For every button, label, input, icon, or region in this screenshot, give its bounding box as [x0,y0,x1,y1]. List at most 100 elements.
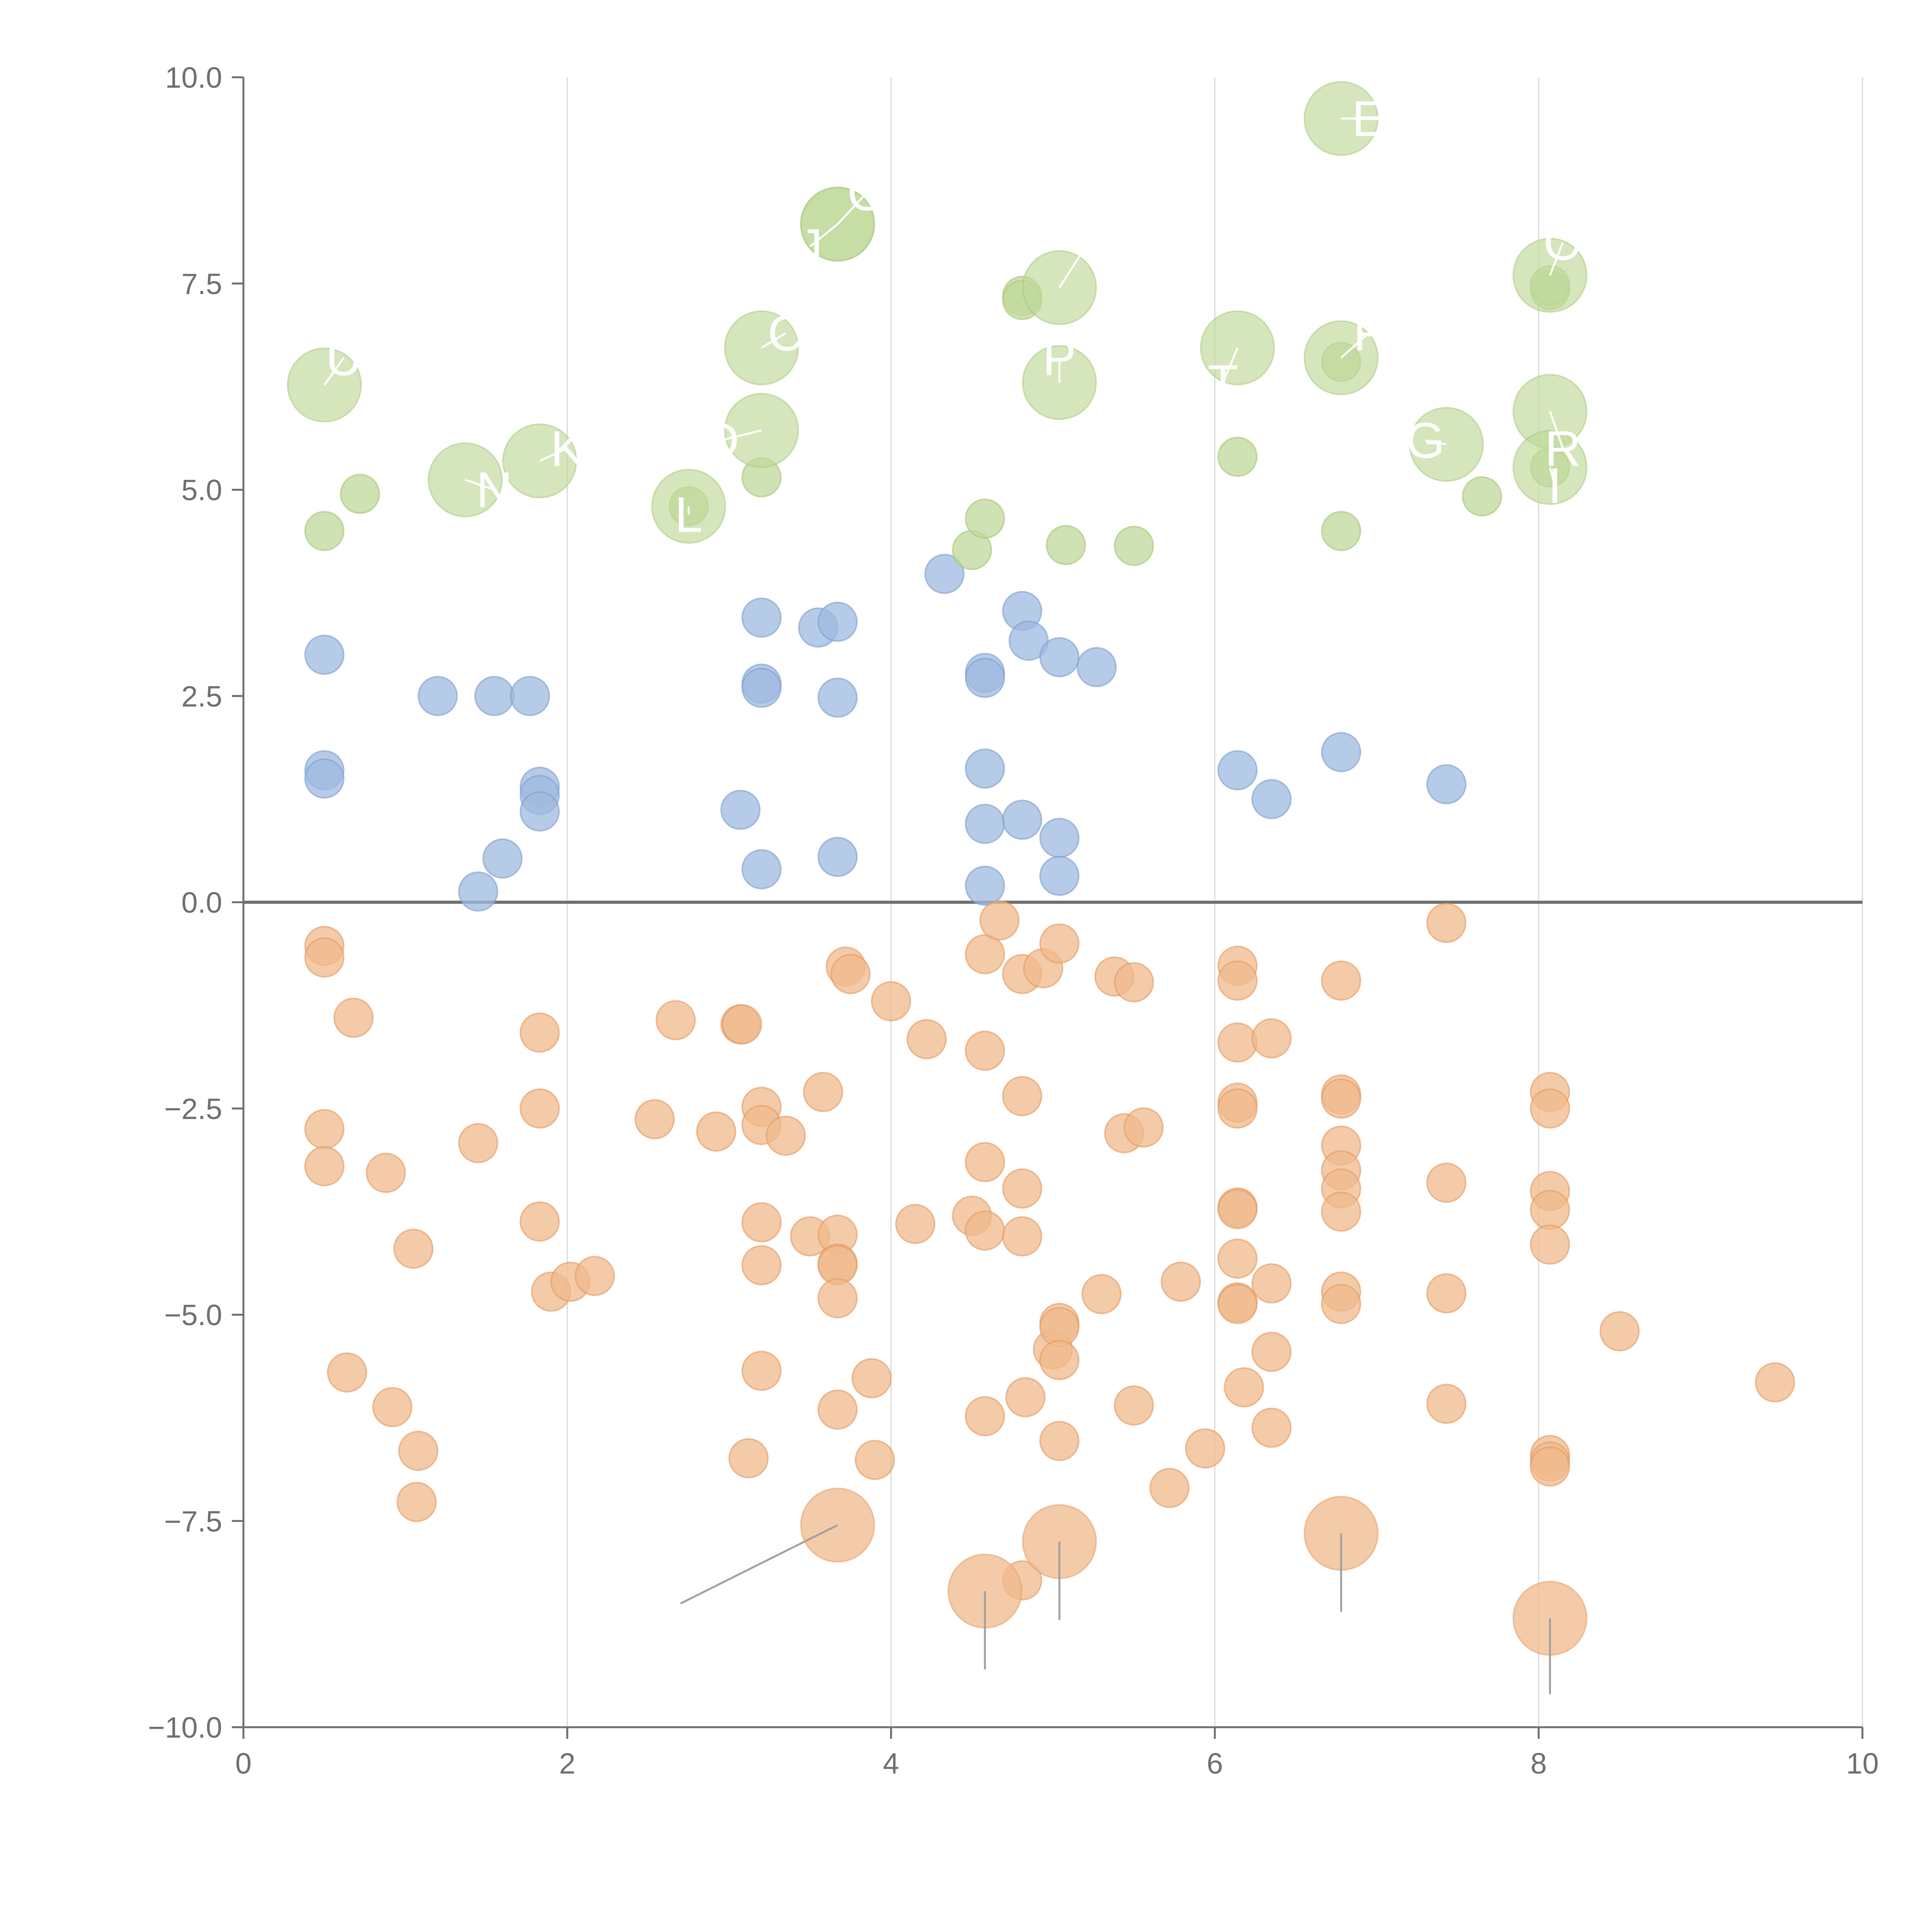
data-point-negative [1005,1377,1046,1417]
data-point-positive [417,676,458,716]
label-leader-line [809,223,838,247]
data-point-negative [1039,1421,1080,1461]
data-point-negative [304,1109,345,1150]
label-leader-line [1058,209,1111,288]
y-tick-label: −5.0 [164,1299,222,1332]
data-point-positive [1426,764,1467,804]
data-point-negative [1224,1367,1264,1408]
point-label: C [768,305,804,361]
data-point-negative [965,1396,1005,1437]
data-point-negative [1217,1189,1258,1230]
data-point-negative [1426,1273,1467,1313]
data-point-positive [817,677,858,718]
y-tick-label: 0.0 [181,886,222,919]
data-point-positive [304,634,345,675]
data-point-positive [510,676,550,716]
label-leader-line [539,447,568,462]
data-point-positive [965,658,1005,698]
data-point-negative [366,1153,406,1193]
data-point-negative [1530,1446,1570,1487]
data-point-positive [1321,732,1361,772]
data-point-negative [965,934,1005,975]
point-label: N [476,462,513,518]
data-point-negative [765,1116,806,1156]
data-point-negative [1530,1225,1570,1265]
y-tick-label: 7.5 [181,268,222,301]
label-leader-line [721,429,762,441]
data-point-label-markers [965,498,1005,539]
data-point-negative [1149,1468,1190,1508]
y-tick-label: 5.0 [181,474,222,507]
point-label: G [847,165,886,221]
data-point-negative [655,1000,696,1041]
data-point-negative [458,1123,498,1163]
data-point-negative [1123,1107,1164,1148]
data-point-negative [741,1202,782,1243]
data-point-positive [482,838,523,879]
data-point-positive [817,602,858,642]
data-point-positive [720,789,761,830]
data-point-negative [1251,1407,1292,1448]
data-point-negative [871,981,911,1022]
data-point-negative [519,1088,560,1129]
data-point-negative [1114,962,1154,1003]
data-point-label-markers [1217,437,1258,477]
y-tick-label: 2.5 [181,680,222,713]
data-point-negative [1530,1190,1570,1230]
data-point-negative [803,1072,844,1112]
x-tick-label: 4 [883,1747,899,1780]
data-point-negative [1002,1076,1043,1116]
data-point-negative [830,954,871,994]
data-point-negative [1114,1385,1154,1426]
x-tick-label: 2 [559,1747,575,1780]
data-point-negative [965,1031,1005,1071]
y-tick-label: −7.5 [164,1505,222,1538]
data-point-label-markers [1114,526,1154,566]
data-points [287,81,1795,1656]
label-leader-line [1549,467,1556,486]
point-label: D [703,412,739,468]
data-point-negative [396,1482,437,1522]
data-point-negative [1321,1284,1361,1324]
data-point-positive [519,791,560,832]
data-point-positive [965,866,1005,906]
data-point-label-markers [304,511,345,551]
data-point-positive [458,871,498,912]
data-point-negative [1002,1216,1043,1257]
data-point-negative [1251,1018,1292,1059]
data-point-positive [1039,818,1080,858]
data-point-label-markers [1321,511,1361,551]
point-label: F [1353,305,1384,361]
data-point-negative [519,1012,560,1053]
data-point-negative [393,1228,434,1269]
data-point-positive [1077,647,1117,687]
data-point-negative [1321,960,1361,1001]
data-point-negative [722,1004,762,1044]
point-label: K [551,420,584,477]
axes: 0 2 4 6 8 10 −10.0 −7.5 −5.0 −2.5 0.0 2.5 5.0 7.5 10.0 [148,61,1879,1780]
data-point-negative [741,1350,782,1391]
data-point-positive [1002,799,1043,840]
data-point-negative [1599,1311,1640,1352]
x-tick-label: 6 [1207,1747,1223,1780]
data-point-negative [1321,1078,1361,1119]
data-point-negative [1039,923,1080,964]
point-label: E [1352,90,1386,147]
point-label: L [675,486,702,543]
label-leader-line [1425,439,1447,446]
data-point-negative [965,1142,1005,1182]
data-point-positive [965,804,1005,844]
data-point-label-markers [340,474,380,514]
y-tick-label: −10.0 [148,1711,222,1744]
data-point-positive [1251,779,1292,820]
data-point-positive [304,758,345,799]
data-point-positive [1039,855,1080,896]
label-leader-line [837,192,867,225]
data-point-negative [741,1245,782,1286]
data-point-positive [1217,750,1258,791]
data-point-negative [1426,1162,1467,1203]
point-label: L [1095,181,1123,238]
data-point-negative [696,1111,736,1152]
data-point-negative [1081,1274,1122,1315]
data-point-negative [1251,1263,1292,1304]
